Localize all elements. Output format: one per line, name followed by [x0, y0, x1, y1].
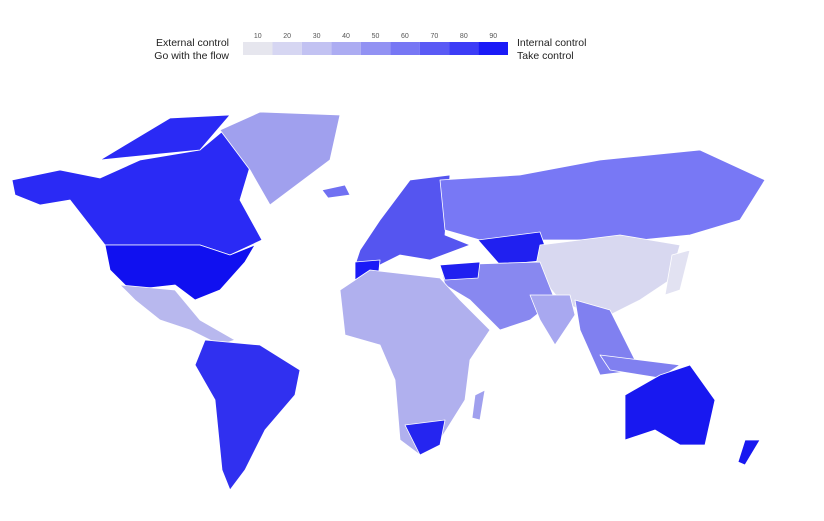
country-shape	[119, 284, 236, 346]
colorbar-swatch	[449, 42, 479, 55]
country-shape	[439, 149, 766, 241]
country-shape	[321, 184, 351, 199]
colorbar-swatch	[390, 42, 420, 55]
country-shape	[99, 114, 231, 161]
legend-left-label: Go with the flow	[154, 50, 229, 62]
legend: External control Go with the flow Intern…	[154, 33, 586, 62]
colorbar-tick-label: 60	[401, 33, 409, 40]
colorbar-tick-label: 30	[313, 33, 321, 40]
legend-right-label: Internal control	[517, 37, 586, 49]
country-shape	[104, 244, 256, 301]
colorbar-swatch	[301, 42, 332, 55]
colorbar-swatch	[272, 42, 302, 55]
colorbar-tick-label: 50	[372, 33, 380, 40]
colorbar-tick-label: 70	[430, 33, 438, 40]
country-shape	[439, 261, 481, 281]
world-map	[11, 111, 766, 491]
country-shape	[737, 439, 761, 466]
country-shape	[471, 389, 486, 421]
country-shape	[574, 299, 641, 376]
colorbar-swatch	[243, 42, 273, 55]
country-shape	[219, 111, 341, 206]
colorbar-swatch	[360, 42, 391, 55]
colorbar-swatch	[478, 42, 508, 55]
country-shape	[624, 364, 716, 446]
colorbar-swatch	[331, 42, 361, 55]
colorbar-swatch	[419, 42, 450, 55]
legend-right-label: Take control	[517, 50, 574, 62]
colorbar-tick-label: 10	[254, 33, 262, 40]
colorbar-tick-label: 80	[460, 33, 468, 40]
country-shape	[11, 124, 263, 256]
country-shape	[339, 269, 491, 456]
country-shape	[664, 249, 691, 296]
country-shape	[404, 419, 446, 456]
country-shape	[194, 339, 301, 491]
colorbar-tick-label: 90	[489, 33, 497, 40]
colorbar-tick-label: 40	[342, 33, 350, 40]
country-shape	[529, 294, 576, 346]
legend-left-label: External control	[156, 37, 229, 49]
colorbar-tick-label: 20	[283, 33, 291, 40]
